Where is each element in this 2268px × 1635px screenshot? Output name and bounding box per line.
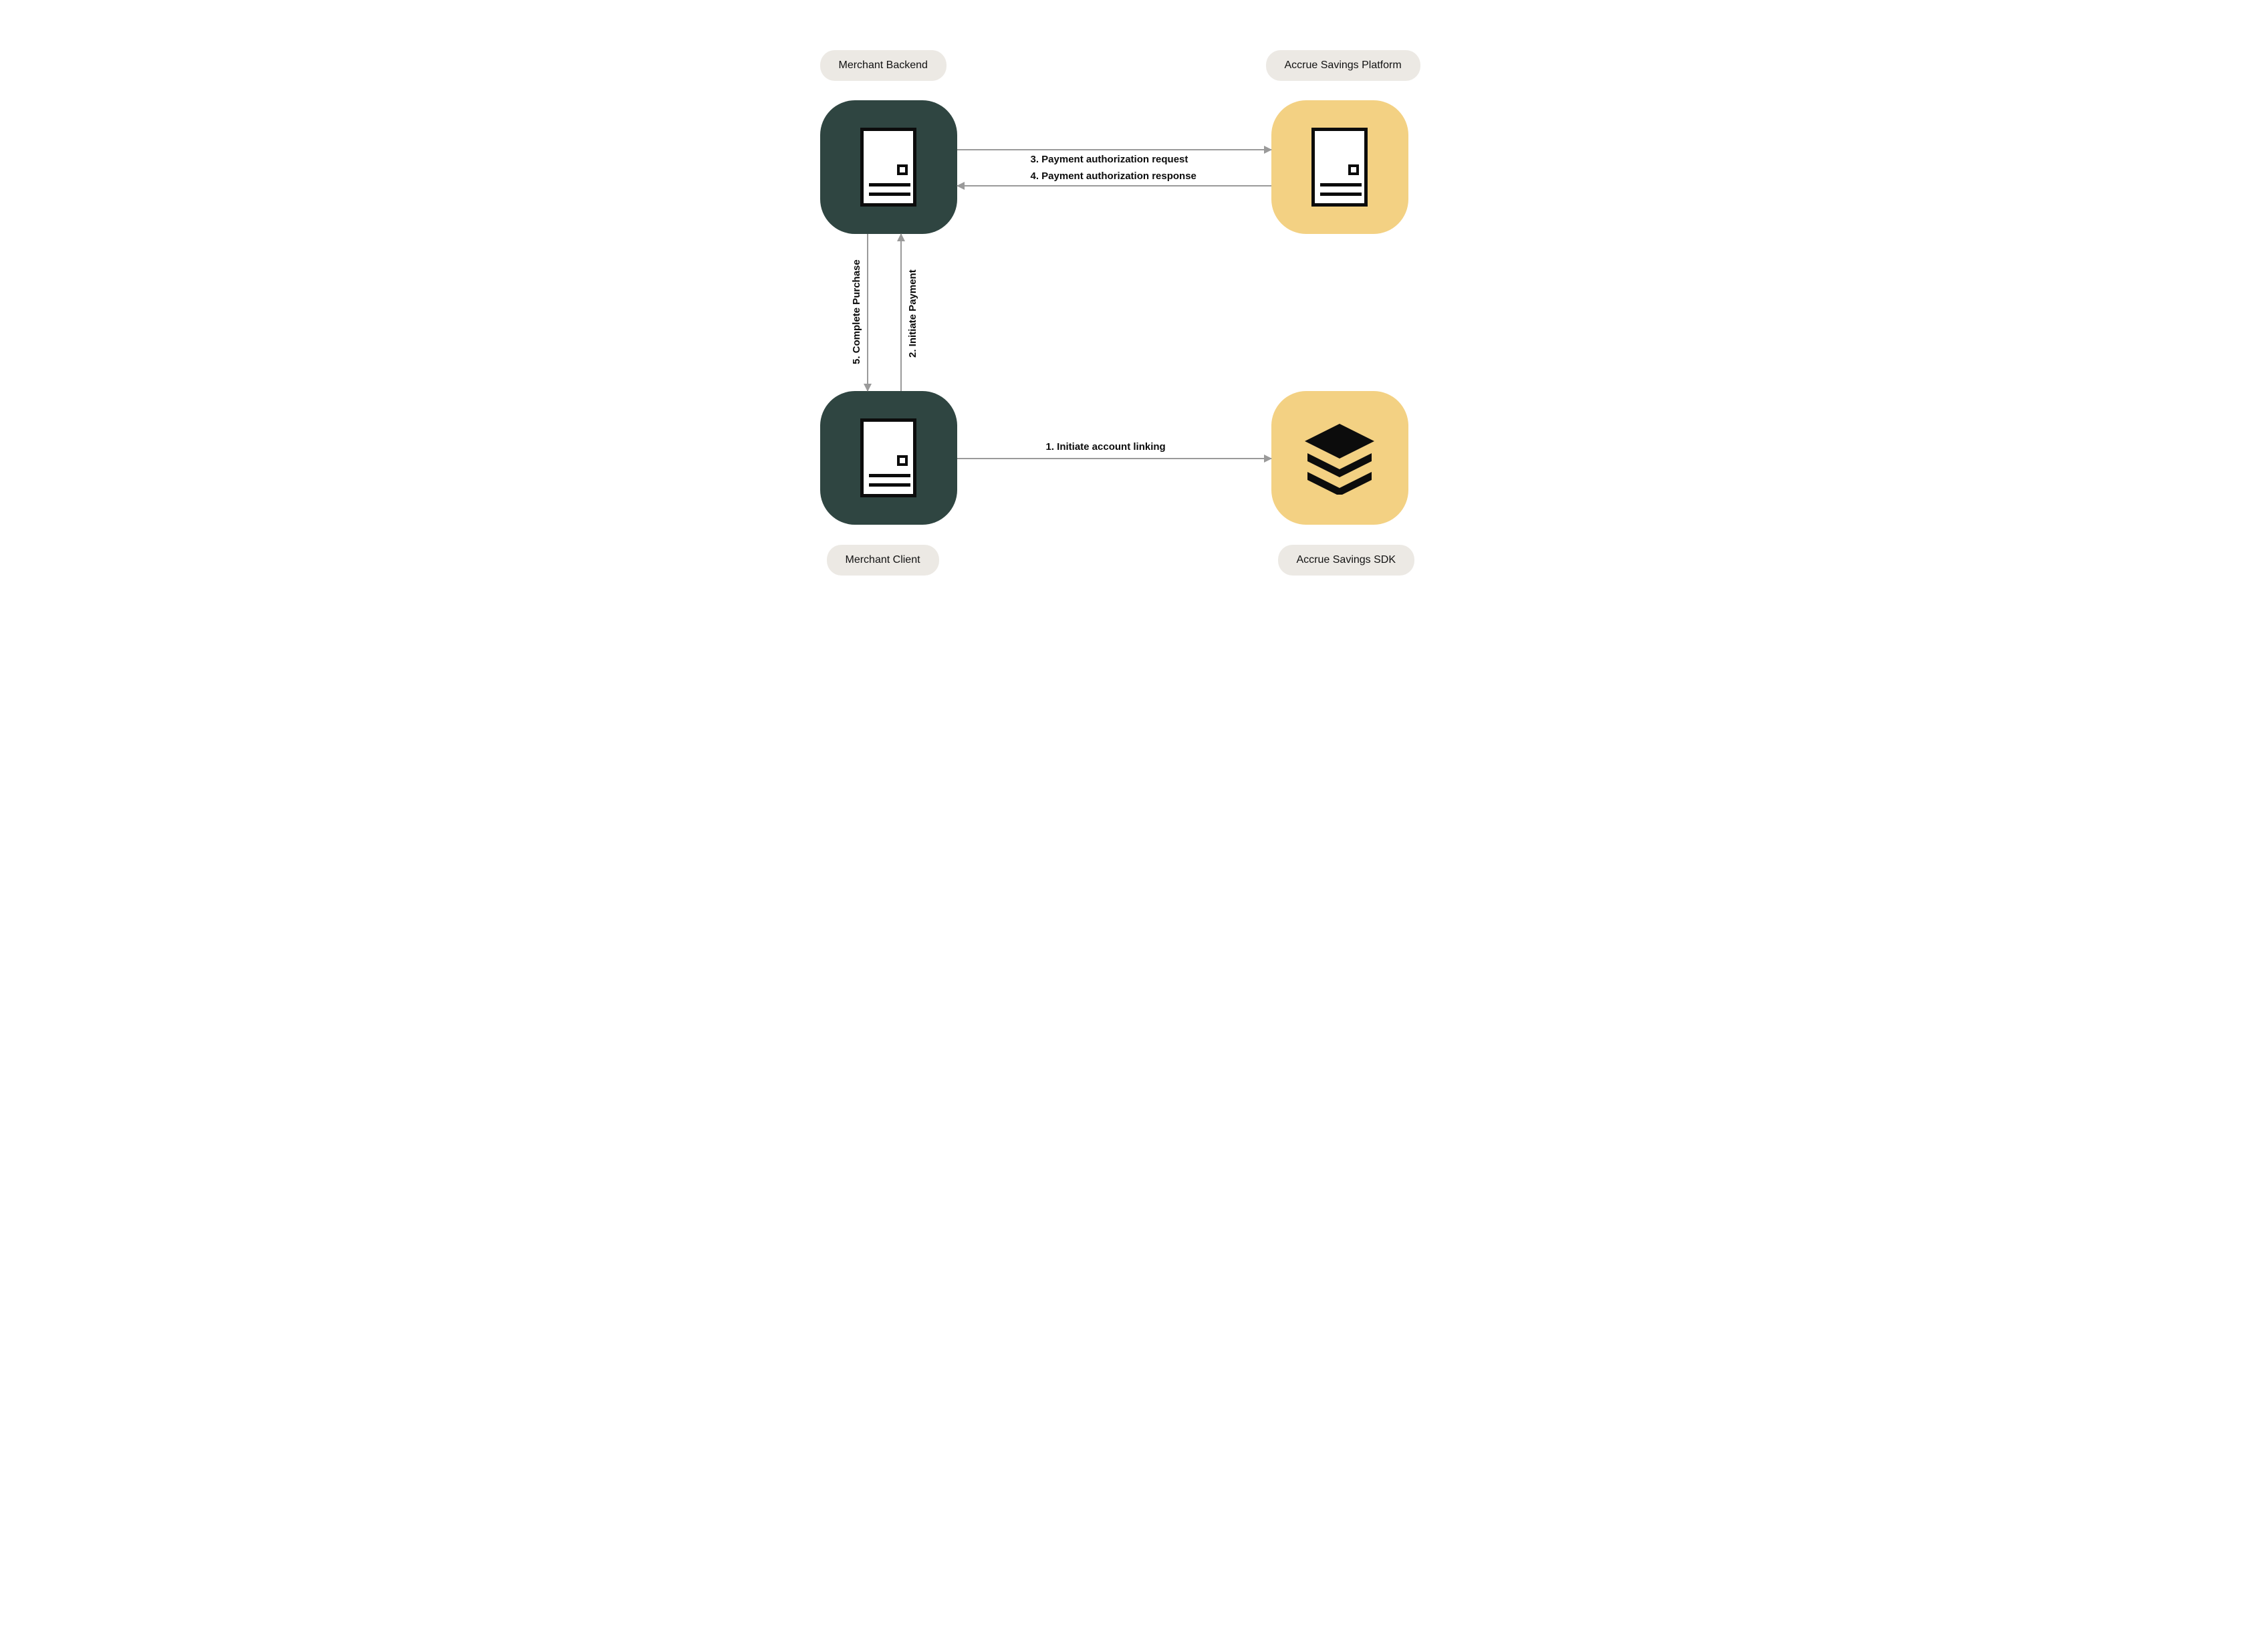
stack-icon — [1299, 421, 1380, 495]
edge-initiate-account-linking — [957, 458, 1271, 459]
node-merchant-client — [820, 391, 957, 525]
node-merchant-backend — [820, 100, 957, 234]
edge-label-5: 5. Complete Purchase — [851, 259, 862, 364]
edge-payment-auth-request — [957, 149, 1271, 150]
label-accrue-platform: Accrue Savings Platform — [1266, 50, 1420, 81]
document-icon — [860, 128, 916, 207]
node-accrue-platform — [1271, 100, 1408, 234]
edge-label-3: 3. Payment authorization request — [1031, 154, 1188, 165]
edge-label-4: 4. Payment authorization response — [1031, 170, 1196, 182]
edge-payment-auth-response — [957, 185, 1271, 186]
edge-label-2: 2. Initiate Payment — [907, 269, 918, 358]
label-merchant-client: Merchant Client — [827, 545, 939, 576]
edge-complete-purchase — [867, 234, 868, 391]
node-accrue-sdk — [1271, 391, 1408, 525]
edge-initiate-payment — [900, 234, 902, 391]
label-accrue-sdk: Accrue Savings SDK — [1278, 545, 1415, 576]
document-icon — [860, 418, 916, 497]
diagram-canvas: Merchant Backend Accrue Savings Platform… — [700, 0, 1569, 642]
document-icon — [1311, 128, 1368, 207]
label-merchant-backend: Merchant Backend — [820, 50, 947, 81]
edge-label-1: 1. Initiate account linking — [1046, 441, 1166, 453]
